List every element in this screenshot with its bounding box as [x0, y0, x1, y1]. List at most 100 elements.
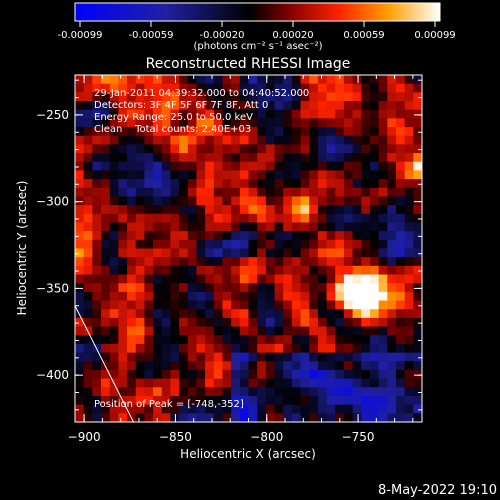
heatmap-cell	[352, 309, 362, 319]
heatmap-cell	[387, 335, 397, 345]
heatmap-cell	[196, 395, 206, 406]
heatmap-cell	[369, 291, 380, 302]
heatmap-cell	[404, 404, 414, 414]
heatmap-cell	[196, 239, 206, 250]
heatmap-cell	[213, 257, 224, 267]
heatmap-cell	[239, 317, 250, 328]
heatmap-cell	[101, 109, 111, 119]
heatmap-cell	[222, 335, 232, 345]
heatmap-cell	[335, 343, 345, 354]
colorbar-tick-label: 0.00099	[414, 30, 455, 41]
heatmap-cell	[291, 179, 302, 189]
y-tick-label: −350	[36, 281, 69, 295]
heatmap-cell	[309, 179, 319, 189]
heatmap-cell	[127, 361, 137, 371]
heatmap-cell	[153, 291, 163, 302]
heatmap-cell	[291, 231, 302, 241]
heatmap-cell	[326, 248, 336, 258]
heatmap-cell	[231, 378, 241, 388]
heatmap-cell	[222, 300, 232, 310]
heatmap-cell	[144, 118, 154, 128]
heatmap-cell	[222, 127, 232, 137]
heatmap-cell	[144, 361, 154, 371]
heatmap-cell	[257, 291, 267, 302]
heatmap-cell	[101, 257, 111, 267]
heatmap-cell	[404, 213, 414, 224]
heatmap-cell	[118, 326, 128, 336]
heatmap-cell	[92, 170, 102, 180]
heatmap-cell	[291, 127, 302, 137]
heatmap-cell	[118, 127, 128, 137]
heatmap-cell	[309, 92, 319, 102]
heatmap-cell	[170, 265, 180, 276]
heatmap-cell	[369, 205, 380, 215]
heatmap-cell	[187, 265, 198, 276]
heatmap-cell	[378, 265, 388, 276]
heatmap-cell	[92, 83, 102, 93]
heatmap-cell	[101, 335, 111, 345]
heatmap-cell	[231, 161, 241, 172]
heatmap-cell	[205, 335, 215, 345]
heatmap-cell	[387, 161, 397, 172]
heatmap-cell	[404, 118, 414, 128]
heatmap-cell	[118, 343, 128, 354]
heatmap-cell	[222, 213, 232, 224]
heatmap-cell	[205, 135, 215, 145]
heatmap-cell	[248, 378, 258, 388]
heatmap-cell	[361, 248, 371, 258]
heatmap-cell	[326, 144, 336, 154]
heatmap-cell	[153, 343, 163, 354]
heatmap-cell	[127, 170, 137, 180]
heatmap-cell	[213, 283, 224, 293]
heatmap-cell	[352, 369, 362, 380]
heatmap-cell	[179, 309, 189, 319]
heatmap-cell	[231, 387, 241, 397]
heatmap-cell	[395, 257, 406, 267]
heatmap-cell	[395, 153, 406, 163]
heatmap-cell	[326, 395, 336, 406]
x-tick-label: −850	[159, 430, 192, 444]
heatmap-cell	[187, 257, 198, 267]
heatmap-cell	[404, 83, 414, 93]
heatmap-cell	[196, 127, 206, 137]
heatmap-cell	[257, 265, 267, 276]
heatmap-cell	[274, 144, 284, 154]
x-axis-label: Heliocentric X (arcsec)	[180, 447, 316, 461]
heatmap-cell	[404, 257, 414, 267]
heatmap-cell	[213, 274, 224, 284]
heatmap-cell	[179, 83, 189, 93]
heatmap-cell	[135, 361, 145, 371]
heatmap-cell	[109, 161, 119, 172]
heatmap-cell	[144, 291, 154, 302]
heatmap-cell	[404, 144, 414, 154]
heatmap-cell	[291, 317, 302, 328]
heatmap-cell	[300, 387, 310, 397]
heatmap-cell	[205, 153, 215, 163]
heatmap-cell	[101, 343, 111, 354]
annotation-detectors: Detectors: 3F 4F 5F 6F 7F 8F, Att 0	[94, 100, 268, 111]
heatmap-cell	[109, 83, 119, 93]
heatmap-cell	[179, 413, 189, 422]
heatmap-cell	[127, 300, 137, 310]
heatmap-cell	[291, 161, 302, 172]
heatmap-cell	[239, 274, 250, 284]
heatmap-cell	[153, 179, 163, 189]
heatmap-cell	[395, 231, 406, 241]
heatmap-cell	[265, 153, 276, 163]
heatmap-cell	[135, 387, 145, 397]
heatmap-cell	[187, 352, 198, 362]
heatmap-cell	[196, 75, 206, 85]
heatmap-cell	[179, 404, 189, 414]
heatmap-cell	[300, 153, 310, 163]
heatmap-cell	[187, 135, 198, 145]
heatmap-cell	[274, 161, 284, 172]
heatmap-cell	[413, 92, 422, 102]
y-axis: −250−300−350−400	[36, 79, 422, 411]
heatmap-cell	[205, 404, 215, 414]
heatmap-cell	[369, 83, 380, 93]
heatmap-cell	[248, 196, 258, 206]
heatmap-cell	[309, 101, 319, 111]
heatmap-cell	[153, 205, 163, 215]
heatmap-cell	[222, 257, 232, 267]
heatmap-cell	[274, 395, 284, 406]
